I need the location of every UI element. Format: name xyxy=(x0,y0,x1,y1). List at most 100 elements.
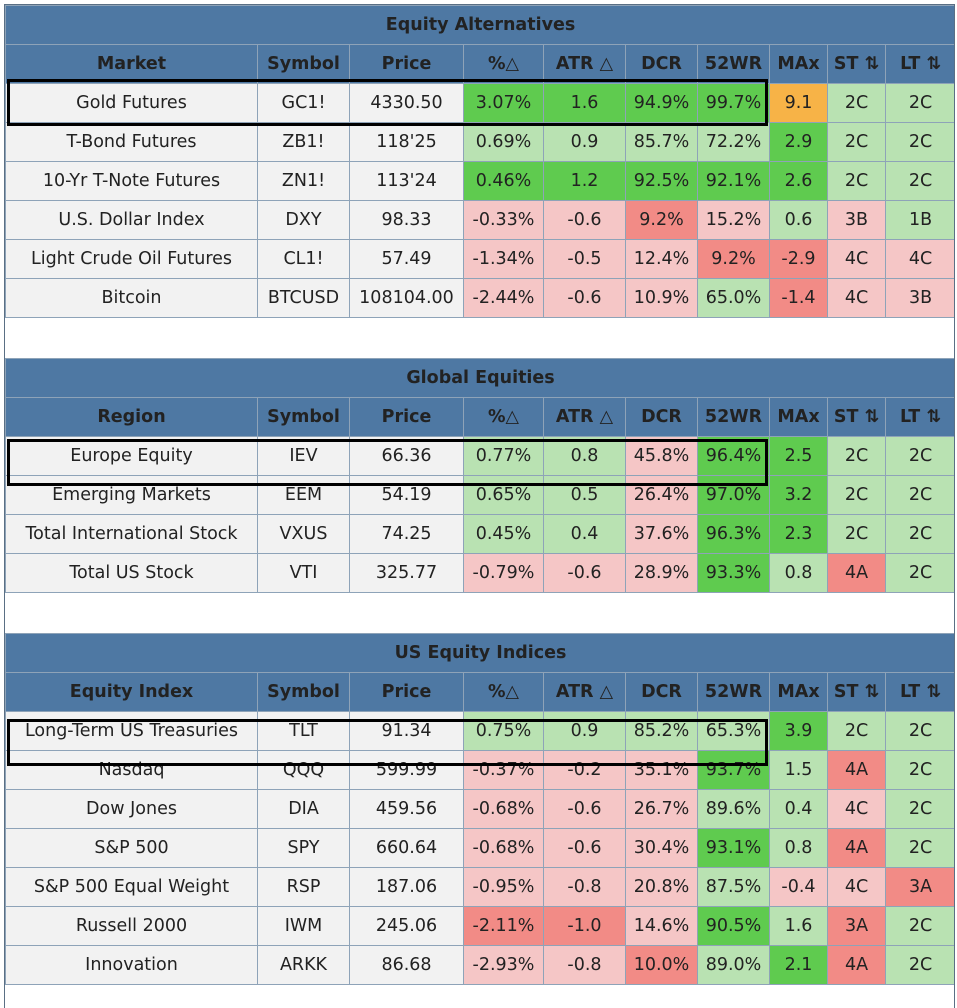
cell-52wr: 90.5% xyxy=(697,906,770,946)
cell-pct-change: -0.79% xyxy=(463,553,544,593)
cell-max: 2.1 xyxy=(769,945,828,985)
table-row[interactable]: Gold Futures GC1! 4330.50 3.07% 1.6 94.9% 99.7… xyxy=(5,83,954,123)
cell-symbol: EEM xyxy=(257,475,350,515)
cell-st: 3A xyxy=(827,906,886,946)
cell-lt: 2C xyxy=(884,906,954,946)
table-row[interactable]: Light Crude Oil Futures CL1! 57.49 -1.34% -0… xyxy=(5,239,954,279)
column-header-price[interactable]: Price xyxy=(349,44,464,84)
cell-st: 4A xyxy=(827,553,886,593)
column-header-st[interactable]: ST ⇅ xyxy=(827,672,886,712)
section-table: Global Equities Region Symbol Price %△ ATR △ D… xyxy=(5,358,954,593)
cell-lt: 2C xyxy=(884,553,954,593)
cell-pct-change: -0.95% xyxy=(463,867,544,907)
cell-symbol: TLT xyxy=(257,711,350,751)
cell-st: 2C xyxy=(827,475,886,515)
cell-lt: 2C xyxy=(884,789,954,829)
cell-lt: 2C xyxy=(884,828,954,868)
cell-dcr: 26.4% xyxy=(625,475,698,515)
cell-st: 2C xyxy=(827,514,886,554)
cell-atr-change: -0.8 xyxy=(543,945,626,985)
column-header-st[interactable]: ST ⇅ xyxy=(827,44,886,84)
table-row[interactable]: Bitcoin BTCUSD 108104.00 -2.44% -0.6 10.9% 65.… xyxy=(5,278,954,318)
section-table: US Equity Indices Equity Index Symbol Price… xyxy=(5,633,954,985)
cell-atr-change: 1.2 xyxy=(543,161,626,201)
table-row[interactable]: S&P 500 SPY 660.64 -0.68% -0.6 30.4% 93.1% 0.8 4… xyxy=(5,828,954,868)
cell-name: U.S. Dollar Index xyxy=(5,200,258,240)
column-header-pct-change[interactable]: %△ xyxy=(463,672,544,712)
column-header-lt[interactable]: LT ⇅ xyxy=(884,44,954,84)
cell-price: 54.19 xyxy=(349,475,464,515)
table-row[interactable]: Russell 2000 IWM 245.06 -2.11% -1.0 14.6% 90.5… xyxy=(5,906,954,946)
column-header-symbol[interactable]: Symbol xyxy=(257,397,350,437)
column-header-pct-change[interactable]: %△ xyxy=(463,44,544,84)
table-row[interactable]: Dow Jones DIA 459.56 -0.68% -0.6 26.7% 89.6% 0.… xyxy=(5,789,954,829)
cell-st: 4A xyxy=(827,945,886,985)
column-header-symbol[interactable]: Symbol xyxy=(257,672,350,712)
cell-atr-change: 0.5 xyxy=(543,475,626,515)
column-header-price[interactable]: Price xyxy=(349,672,464,712)
cell-dcr: 12.4% xyxy=(625,239,698,279)
column-header-name[interactable]: Equity Index xyxy=(5,672,258,712)
column-header-max[interactable]: MAx xyxy=(769,397,828,437)
cell-name: Russell 2000 xyxy=(5,906,258,946)
cell-symbol: DXY xyxy=(257,200,350,240)
cell-price: 325.77 xyxy=(349,553,464,593)
cell-atr-change: 0.9 xyxy=(543,122,626,162)
column-header-symbol[interactable]: Symbol xyxy=(257,44,350,84)
cell-name: T-Bond Futures xyxy=(5,122,258,162)
cell-atr-change: -0.6 xyxy=(543,828,626,868)
cell-52wr: 65.0% xyxy=(697,278,770,318)
cell-lt: 1B xyxy=(884,200,954,240)
column-header-atr-change[interactable]: ATR △ xyxy=(543,397,626,437)
column-header-pct-change[interactable]: %△ xyxy=(463,397,544,437)
table-row[interactable]: T-Bond Futures ZB1! 118'25 0.69% 0.9 85.7% 72.… xyxy=(5,122,954,162)
cell-price: 660.64 xyxy=(349,828,464,868)
table-row[interactable]: Total US Stock VTI 325.77 -0.79% -0.6 28.9% 93… xyxy=(5,553,954,593)
column-header-lt[interactable]: LT ⇅ xyxy=(884,672,954,712)
column-header-name[interactable]: Region xyxy=(5,397,258,437)
cell-max: 2.9 xyxy=(769,122,828,162)
table-row[interactable]: U.S. Dollar Index DXY 98.33 -0.33% -0.6 9.2% 1… xyxy=(5,200,954,240)
column-header-atr-change[interactable]: ATR △ xyxy=(543,44,626,84)
column-header-dcr[interactable]: DCR xyxy=(625,397,698,437)
table-row[interactable]: Europe Equity IEV 66.36 0.77% 0.8 45.8% 96.4% 2… xyxy=(5,436,954,476)
cell-52wr: 89.6% xyxy=(697,789,770,829)
column-header-dcr[interactable]: DCR xyxy=(625,44,698,84)
cell-symbol: SPY xyxy=(257,828,350,868)
column-header-max[interactable]: MAx xyxy=(769,44,828,84)
table-row[interactable]: Long-Term US Treasuries TLT 91.34 0.75% 0.9 8… xyxy=(5,711,954,751)
cell-pct-change: -0.68% xyxy=(463,828,544,868)
column-header-atr-change[interactable]: ATR △ xyxy=(543,672,626,712)
cell-lt: 2C xyxy=(884,750,954,790)
table-row[interactable]: Emerging Markets EEM 54.19 0.65% 0.5 26.4% 97.… xyxy=(5,475,954,515)
column-header-name[interactable]: Market xyxy=(5,44,258,84)
cell-price: 108104.00 xyxy=(349,278,464,318)
cell-pct-change: 0.65% xyxy=(463,475,544,515)
cell-price: 74.25 xyxy=(349,514,464,554)
table-row[interactable]: 10-Yr T-Note Futures ZN1! 113'24 0.46% 1.2 92… xyxy=(5,161,954,201)
table-row[interactable]: S&P 500 Equal Weight RSP 187.06 -0.95% -0.8 2… xyxy=(5,867,954,907)
cell-pct-change: -0.33% xyxy=(463,200,544,240)
cell-symbol: VTI xyxy=(257,553,350,593)
cell-52wr: 89.0% xyxy=(697,945,770,985)
table-row[interactable]: Nasdaq QQQ 599.99 -0.37% -0.2 35.1% 93.7% 1.5 4A… xyxy=(5,750,954,790)
equity-dashboard: Equity Alternatives Market Symbol Price %△ AT… xyxy=(4,4,955,1008)
column-header-52wr[interactable]: 52WR xyxy=(697,397,770,437)
cell-st: 4C xyxy=(827,789,886,829)
cell-dcr: 20.8% xyxy=(625,867,698,907)
cell-atr-change: -0.8 xyxy=(543,867,626,907)
column-header-dcr[interactable]: DCR xyxy=(625,672,698,712)
column-header-price[interactable]: Price xyxy=(349,397,464,437)
table-row[interactable]: Total International Stock VXUS 74.25 0.45% 0… xyxy=(5,514,954,554)
cell-name: Nasdaq xyxy=(5,750,258,790)
cell-atr-change: -0.6 xyxy=(543,278,626,318)
cell-max: -2.9 xyxy=(769,239,828,279)
table-row[interactable]: Innovation ARKK 86.68 -2.93% -0.8 10.0% 89.0% 2… xyxy=(5,945,954,985)
cell-st: 3B xyxy=(827,200,886,240)
column-header-lt[interactable]: LT ⇅ xyxy=(884,397,954,437)
column-header-st[interactable]: ST ⇅ xyxy=(827,397,886,437)
cell-pct-change: -2.44% xyxy=(463,278,544,318)
column-header-max[interactable]: MAx xyxy=(769,672,828,712)
column-header-52wr[interactable]: 52WR xyxy=(697,44,770,84)
column-header-52wr[interactable]: 52WR xyxy=(697,672,770,712)
